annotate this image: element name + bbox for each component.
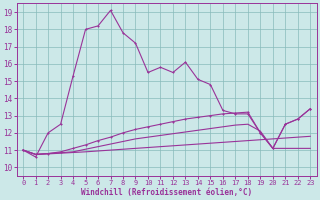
X-axis label: Windchill (Refroidissement éolien,°C): Windchill (Refroidissement éolien,°C) [81,188,252,197]
